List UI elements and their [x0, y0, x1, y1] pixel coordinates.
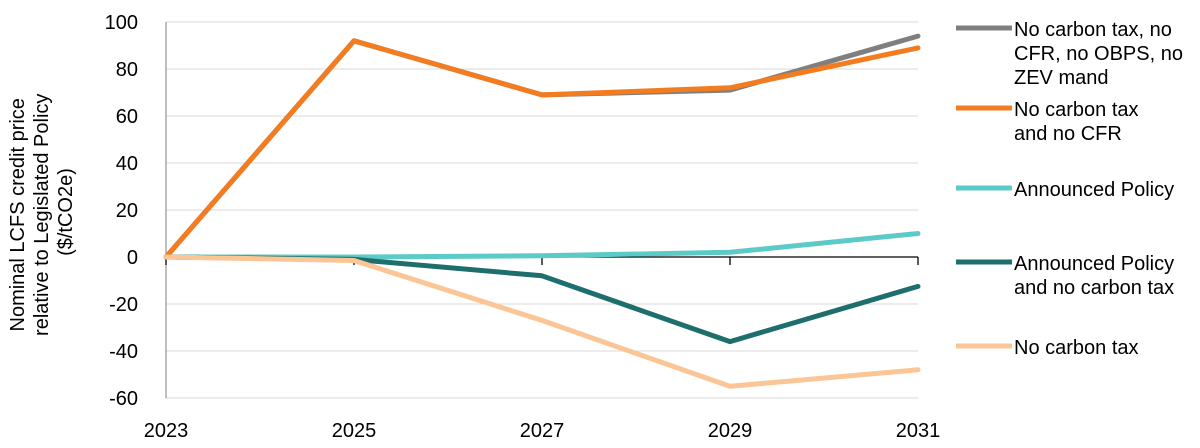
legend-label: No carbon tax and no CFR — [1014, 99, 1139, 145]
legend-label: Announced Policy — [1014, 179, 1174, 201]
x-tick-label: 2031 — [896, 420, 941, 442]
series-line-2 — [163, 38, 921, 260]
y-tick-label: 40 — [116, 153, 138, 175]
legend-item-2: No carbon tax and no CFR — [956, 99, 1139, 145]
legend-item-1: No carbon tax, no CFR, no OBPS, no ZEV man… — [956, 19, 1183, 89]
legend: No carbon tax, no CFR, no OBPS, no ZEV man… — [956, 19, 1183, 359]
legend-label-line: Announced Policy — [1014, 253, 1174, 275]
legend-label-line: and no CFR — [1014, 123, 1122, 145]
y-tick-label: 100 — [105, 12, 138, 34]
y-tick-label: 20 — [116, 200, 138, 222]
legend-label: Announced Policy and no carbon tax — [1014, 253, 1174, 299]
x-tick-label: 2025 — [332, 420, 377, 442]
legend-label-line: No carbon tax, no — [1014, 19, 1172, 41]
series-line-5 — [163, 254, 921, 389]
legend-item-3: Announced Policy — [956, 179, 1174, 201]
x-tick-label: 2023 — [144, 420, 189, 442]
y-tick-labels: 100 80 60 40 20 0 -20 -40 -60 — [105, 12, 138, 410]
x-tick-label: 2027 — [520, 420, 565, 442]
legend-label-line: No carbon tax — [1014, 99, 1139, 121]
y-tick-label: -40 — [109, 341, 138, 363]
y-tick-label: -20 — [109, 294, 138, 316]
legend-item-5: No carbon tax — [956, 337, 1139, 359]
y-tick-label: 0 — [127, 247, 138, 269]
y-tick-label: 80 — [116, 59, 138, 81]
legend-label-line: ZEV mand — [1014, 67, 1108, 89]
x-tick-label: 2029 — [708, 420, 753, 442]
legend-label-line: No carbon tax — [1014, 337, 1139, 359]
legend-item-4: Announced Policy and no carbon tax — [956, 253, 1174, 299]
y-tick-label: 60 — [116, 106, 138, 128]
legend-label-line: and no carbon tax — [1014, 277, 1174, 299]
y-axis-label: Nominal LCFS credit price relative to Le… — [7, 88, 77, 336]
y-tick-label: -60 — [109, 388, 138, 410]
legend-label: No carbon tax — [1014, 337, 1139, 359]
y-axis-label-line-2: relative to Legislated Policy — [31, 94, 53, 336]
series-line-4 — [163, 254, 921, 345]
legend-label-line: Announced Policy — [1014, 179, 1174, 201]
gridlines — [166, 21, 918, 399]
series-lines — [163, 33, 921, 389]
x-tick-labels: 2023 2025 2027 2029 2031 — [144, 420, 941, 442]
legend-label: No carbon tax, no CFR, no OBPS, no ZEV man… — [1014, 19, 1183, 89]
y-axis-label-line-1: Nominal LCFS credit price — [7, 98, 29, 331]
series-line-3 — [163, 231, 921, 260]
legend-label-line: CFR, no OBPS, no — [1014, 43, 1183, 65]
y-axis-label-line-3: ($/tCO2e) — [55, 168, 77, 256]
